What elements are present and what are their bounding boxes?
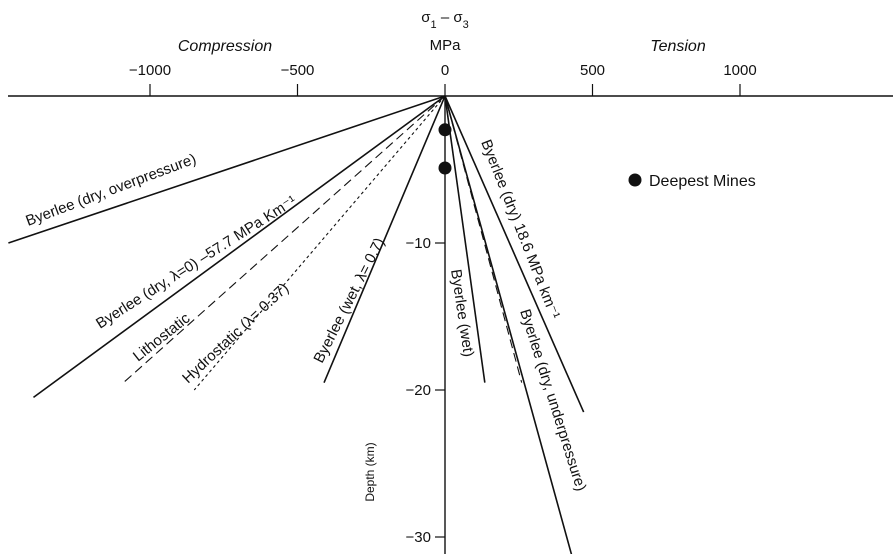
- series-label-1: Byerlee (dry, overpressure): [23, 151, 198, 230]
- chart-labels: σ1 – σ3 MPa Compression Tension Depth (km) By…: [23, 9, 705, 502]
- series-lines: [8, 95, 585, 554]
- series-line-6: [444, 95, 486, 383]
- y-tick-label: −30: [406, 529, 431, 546]
- x-tick-label: −500: [281, 62, 315, 79]
- y-tick-label: −20: [406, 382, 431, 399]
- x-axis-title: σ1 – σ3: [421, 9, 468, 31]
- series-label-8: Byerlee (dry) 18.6 MPa km⁻¹: [477, 137, 563, 321]
- series-label-5: Byerlee (wet, λ= 0.7): [310, 235, 388, 366]
- y-tick-label: −10: [406, 235, 431, 252]
- x-tick-label: 500: [580, 62, 605, 79]
- series-line-3: [123, 95, 446, 384]
- series-label-3: Lithostatic: [130, 309, 194, 365]
- region-label-compression: Compression: [178, 38, 272, 55]
- series-line-1: [8, 95, 446, 244]
- x-tick-label: 0: [441, 62, 449, 79]
- deepest-mine-point: [438, 123, 452, 137]
- legend-label: Deepest Mines: [649, 173, 756, 190]
- series-line-2: [33, 95, 446, 398]
- series-label-6: Byerlee (wet): [447, 268, 477, 358]
- x-axis-units: MPa: [430, 37, 462, 54]
- series-line-5: [323, 95, 446, 383]
- series-line-4: [193, 95, 446, 391]
- y-axis-title: Depth (km): [363, 442, 377, 501]
- x-tick-label: −1000: [129, 62, 171, 79]
- axes: −1000 −500 0 500 1000 −10 −20 −30: [8, 62, 893, 554]
- legend: Deepest Mines: [628, 173, 756, 190]
- series-line-8: [444, 95, 585, 413]
- region-label-tension: Tension: [650, 38, 706, 55]
- series-line-9: [444, 95, 573, 554]
- data-points: [438, 123, 452, 175]
- series-label-4: Hydrostatic (λ= 0.37): [179, 280, 292, 387]
- legend-marker: [628, 173, 642, 187]
- x-tick-label: 1000: [723, 62, 756, 79]
- deepest-mine-point: [438, 161, 452, 175]
